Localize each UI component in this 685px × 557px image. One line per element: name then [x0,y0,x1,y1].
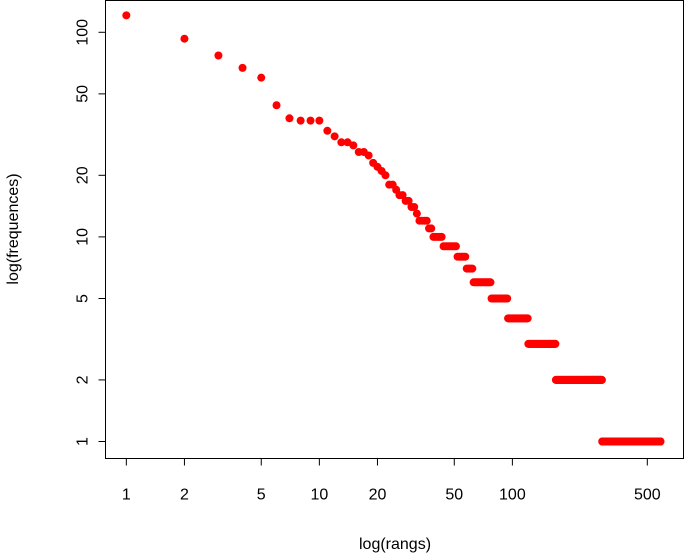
x-tick-label: 2 [180,487,189,504]
x-tick-label: 1 [122,487,131,504]
point [337,138,346,147]
y-tick-label: 2 [75,375,92,384]
point [404,196,413,205]
point [551,339,560,348]
point [503,294,512,303]
point [451,242,460,251]
x-tick-label: 20 [369,487,387,504]
point [323,126,332,135]
point [597,375,606,384]
plot-box [105,0,684,459]
y-axis-label: log(frequences) [5,173,22,284]
point [349,141,358,150]
y-tick-label: 1 [75,437,92,446]
point [272,101,281,110]
point [486,278,495,287]
point [468,264,477,273]
point [214,51,223,60]
y-tick-label: 5 [75,294,92,303]
point [656,437,665,446]
point [257,73,266,82]
point [364,151,373,160]
x-tick-label: 5 [257,487,266,504]
y-tick-label: 20 [75,166,92,184]
point [381,171,390,180]
point [315,116,324,125]
point [122,11,131,20]
point [422,216,431,225]
point [523,314,532,323]
point [180,34,189,43]
point [437,232,446,241]
x-tick-label: 100 [499,487,526,504]
x-axis-label: log(rangs) [359,536,431,553]
point [296,116,305,125]
point [412,209,421,218]
y-tick-label: 50 [75,85,92,103]
point [330,132,339,141]
x-tick-label: 50 [445,487,463,504]
point [238,63,247,72]
y-tick-label: 10 [75,228,92,246]
x-tick-label: 10 [310,487,328,504]
point [410,202,419,211]
point [461,252,470,261]
y-tick-label: 100 [75,19,92,46]
point [306,116,315,125]
point [285,114,294,123]
x-tick-label: 500 [634,487,661,504]
point [427,224,436,233]
